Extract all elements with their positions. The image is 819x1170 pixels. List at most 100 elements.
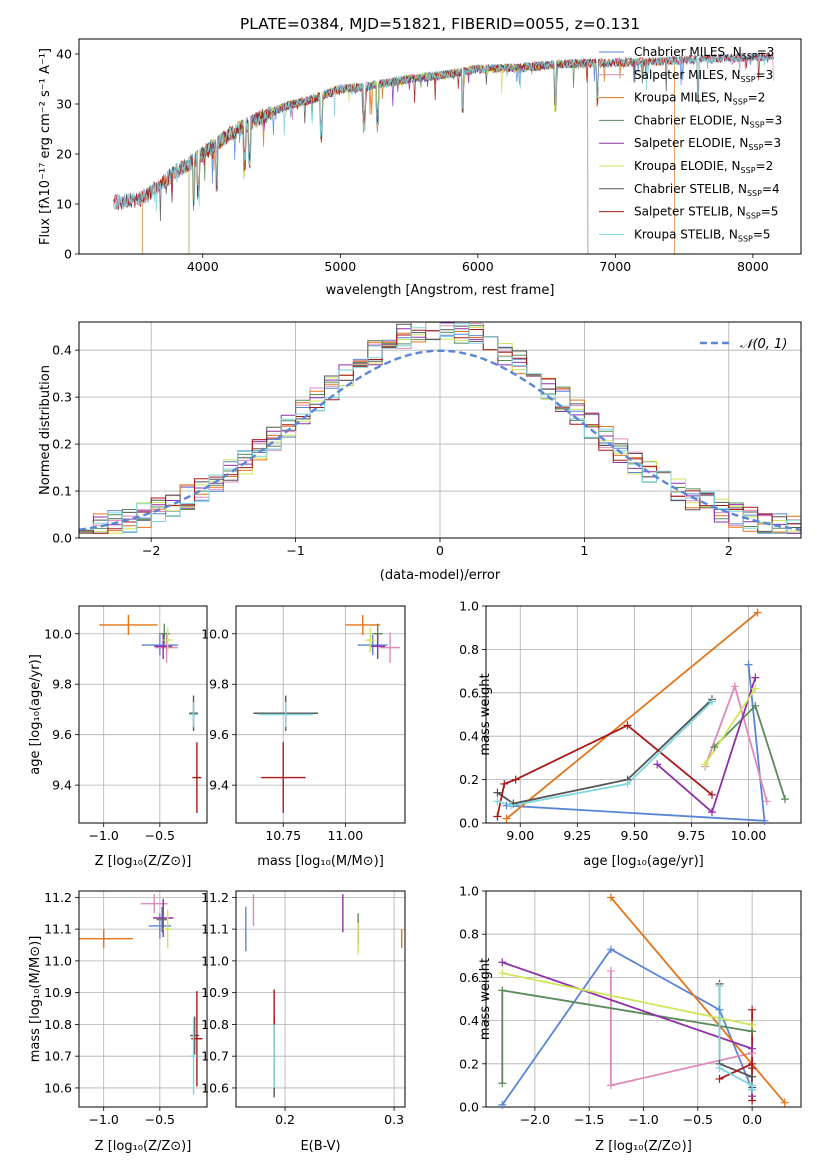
y-tick-label: 0.4 — [459, 729, 479, 744]
weight-marker — [710, 743, 719, 752]
weight-line — [502, 972, 753, 1026]
axes-frame — [235, 890, 406, 1108]
histogram-step — [79, 322, 801, 534]
legend-entry: Salpeter ELODIE, NSSP=3 — [634, 136, 781, 152]
x-tick-label: −0.5 — [683, 1112, 713, 1127]
axes-frame — [485, 890, 802, 1108]
x-axis-label: Z [log₁₀(Z/Z⊙)] — [95, 854, 192, 869]
weight-line — [704, 688, 757, 765]
x-tick-label: 9.75 — [678, 828, 706, 843]
y-tick-label: 0.0 — [459, 1100, 479, 1115]
x-axis-label: wavelength [Angstrom, rest frame] — [326, 283, 555, 298]
y-tick-label: 10.8 — [201, 1017, 229, 1032]
weight-marker — [707, 697, 716, 706]
x-tick-label: 2 — [725, 543, 733, 558]
x-tick-label: −0.5 — [145, 828, 175, 843]
weight-marker — [744, 660, 753, 669]
spectrum-line — [141, 56, 675, 254]
spectrum-line — [113, 53, 774, 212]
x-tick-label: 11.00 — [327, 828, 363, 843]
y-tick-label: 10.0 — [44, 626, 72, 641]
weight-marker — [507, 801, 516, 810]
weight-marker — [715, 1005, 724, 1014]
x-tick-label: −1 — [286, 543, 304, 558]
weight-marker — [498, 1100, 507, 1109]
y-tick-label: 0.8 — [459, 927, 479, 942]
legend-entry: Kroupa STELIB, NSSP=5 — [634, 227, 771, 243]
y-tick-label: 9.8 — [52, 677, 72, 692]
y-tick-label: 0.2 — [459, 772, 479, 787]
weight-line — [501, 989, 753, 1084]
axes-frame — [78, 605, 208, 824]
y-tick-label: 30 — [56, 97, 72, 112]
y-axis-label: mass [log₁₀(M/M⊙)] — [28, 936, 43, 1063]
x-tick-label: 4000 — [187, 259, 219, 274]
x-tick-label: 7000 — [599, 259, 631, 274]
mass-vs-ebv-panel: 0.2 0.3 10.6 10.7 10.8 10.9 11.0 11.1 11.2 E(B-V) — [201, 890, 406, 1154]
weight-marker — [751, 684, 760, 693]
weight-marker — [707, 790, 716, 799]
weight-marker — [748, 1044, 757, 1053]
weight-line — [505, 611, 759, 820]
y-axis-label: mass weight — [478, 673, 493, 755]
x-axis-label: Z [log₁₀(Z/Z⊙)] — [595, 1139, 692, 1154]
y-tick-label: 0.3 — [52, 390, 72, 405]
x-tick-label: 0 — [436, 543, 444, 558]
y-tick-label: 11.0 — [44, 953, 72, 968]
plot-area — [79, 322, 801, 534]
y-tick-label: 0.0 — [52, 531, 72, 546]
x-tick-label: 9.25 — [563, 828, 591, 843]
y-tick-label: 9.4 — [52, 778, 72, 793]
y-tick-label: 11.1 — [201, 922, 229, 937]
y-tick-label: 0.2 — [52, 437, 72, 452]
axes-frame — [78, 321, 802, 539]
x-tick-label: −1.5 — [574, 1112, 604, 1127]
legend-entry: Chabrier STELIB, NSSP=4 — [634, 182, 780, 198]
y-axis-label: mass weight — [478, 958, 493, 1040]
weight-marker — [623, 779, 632, 788]
weight-marker — [760, 816, 769, 825]
normal-reference-curve — [79, 349, 801, 531]
x-tick-label: 6000 — [462, 259, 494, 274]
weight-line — [497, 700, 713, 807]
y-tick-label: 0.2 — [459, 1056, 479, 1071]
weight-marker — [493, 797, 502, 806]
weight-marker — [780, 1098, 789, 1107]
weight-line — [713, 704, 786, 800]
y-axis-label: Normed distribution — [38, 365, 53, 495]
weight-marker — [715, 1074, 724, 1083]
plot-area — [113, 51, 774, 254]
y-tick-label: 0.6 — [459, 970, 479, 985]
weight-marker — [781, 795, 790, 804]
legend-entry: Chabrier ELODIE, NSSP=3 — [634, 113, 782, 129]
x-tick-label: −2 — [142, 543, 160, 558]
figure-title: PLATE=0384, MJD=51821, FIBERID=0055, z=0… — [240, 15, 640, 33]
weight-marker — [511, 775, 520, 784]
legend-entry: 𝒩(0, 1) — [740, 337, 787, 352]
weight-marker — [606, 1081, 615, 1090]
y-tick-label: 10.7 — [44, 1049, 72, 1064]
y-tick-label: 10.9 — [44, 985, 72, 1000]
x-tick-label: 0.3 — [384, 1112, 404, 1127]
legend-entry: Salpeter STELIB, NSSP=5 — [634, 205, 778, 221]
axes-frame — [235, 605, 406, 824]
y-tick-label: 10.0 — [201, 626, 229, 641]
x-tick-label: 0.2 — [275, 1112, 295, 1127]
y-tick-label: 9.8 — [209, 677, 229, 692]
age-vs-metallicity-panel: −1.0 −0.5 9.4 9.6 9.8 10.0 Z [log₁₀(Z/Z⊙)] age … — [28, 605, 208, 869]
y-tick-label: 0.4 — [459, 1013, 479, 1028]
mass-vs-metallicity-panel: −1.0 −0.5 10.6 10.7 10.8 10.9 11.0 11.1 11.2 Z [l… — [28, 890, 208, 1154]
x-axis-label: Z [log₁₀(Z/Z⊙)] — [95, 1139, 192, 1154]
x-tick-label: −0.5 — [145, 1112, 175, 1127]
y-tick-label: 10.6 — [44, 1080, 72, 1095]
y-tick-label: 10.7 — [201, 1049, 229, 1064]
weight-marker — [653, 760, 662, 769]
x-tick-label: 8000 — [737, 259, 769, 274]
x-tick-label: 9.00 — [506, 828, 534, 843]
weight-marker — [493, 788, 502, 797]
weight-marker — [606, 966, 615, 975]
plot-area — [245, 894, 403, 1098]
y-tick-label: 0.0 — [459, 816, 479, 831]
age-vs-mass-panel: 10.75 11.00 9.4 9.6 9.8 10.0 mass [log₁₀(M/M⊙)… — [201, 605, 406, 869]
